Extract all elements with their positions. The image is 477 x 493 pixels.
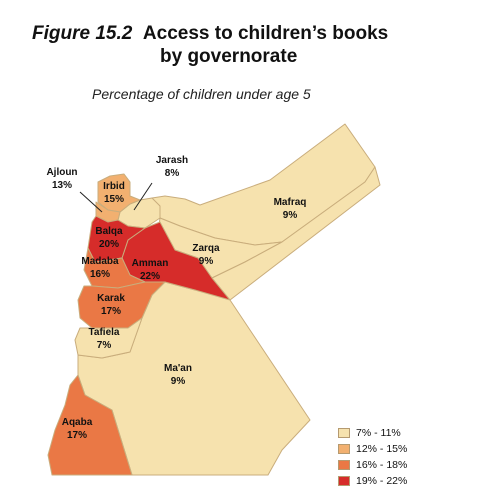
region-value-ajloun: 13% [52,180,72,191]
legend-label: 12% - 15% [356,443,408,455]
region-label-irbid: Irbid [103,181,125,192]
legend-swatch [338,444,350,454]
region-label-tafiela: Tafiela [89,327,120,338]
legend-swatch [338,428,350,438]
legend-label: 19% - 22% [356,475,408,487]
figure-subtitle: Percentage of children under age 5 [92,86,311,102]
region-value-madaba: 16% [90,269,110,280]
leader-line-ajloun [79,191,103,213]
region-label-zarqa: Zarqa [192,243,220,254]
legend-label: 16% - 18% [356,459,408,471]
region-label-mafraq: Mafraq [274,197,307,208]
region-value-karak: 17% [101,306,121,317]
region-label-madaba: Madaba [81,256,119,267]
legend-item: 7% - 11% [338,425,407,441]
region-tafiela[interactable] [74,317,143,359]
region-value-zarqa: 9% [199,256,214,267]
region-value-balqa: 20% [99,239,119,250]
region-label-aqaba: Aqaba [62,417,93,428]
legend-swatch [338,476,350,486]
legend-item: 19% - 22% [338,473,407,489]
region-value-amman: 22% [140,271,160,282]
figure-title-line1: Access to children’s books [142,23,389,44]
region-value-aqaba: 17% [67,430,87,441]
region-label-balqa: Balqa [95,226,123,237]
region-label-maan: Ma'an [164,363,192,374]
region-label-karak: Karak [97,293,125,304]
legend-item: 16% - 18% [338,457,407,473]
leader-line-jarash [133,182,153,211]
region-label-amman: Amman [132,258,169,269]
region-label-ajloun: Ajloun [46,167,77,178]
region-value-maan: 9% [171,376,186,387]
legend-item: 12% - 15% [338,441,407,457]
region-value-mafraq: 9% [283,210,298,221]
region-value-jarash: 8% [165,168,180,179]
region-value-tafiela: 7% [97,340,112,351]
legend-swatch [338,460,350,470]
region-aqaba[interactable] [47,374,133,476]
region-karak[interactable] [77,281,166,329]
map-legend: 7% - 11% 12% - 15% 16% - 18% 19% - 22% [338,425,407,489]
region-value-irbid: 15% [104,194,124,205]
figure-title: Figure 15.2 Access to children’s books b… [32,22,388,68]
figure-title-line2: by governorate [160,46,298,67]
legend-label: 7% - 11% [356,427,401,439]
figure-number: Figure 15.2 [32,23,133,44]
region-label-jarash: Jarash [156,155,188,166]
